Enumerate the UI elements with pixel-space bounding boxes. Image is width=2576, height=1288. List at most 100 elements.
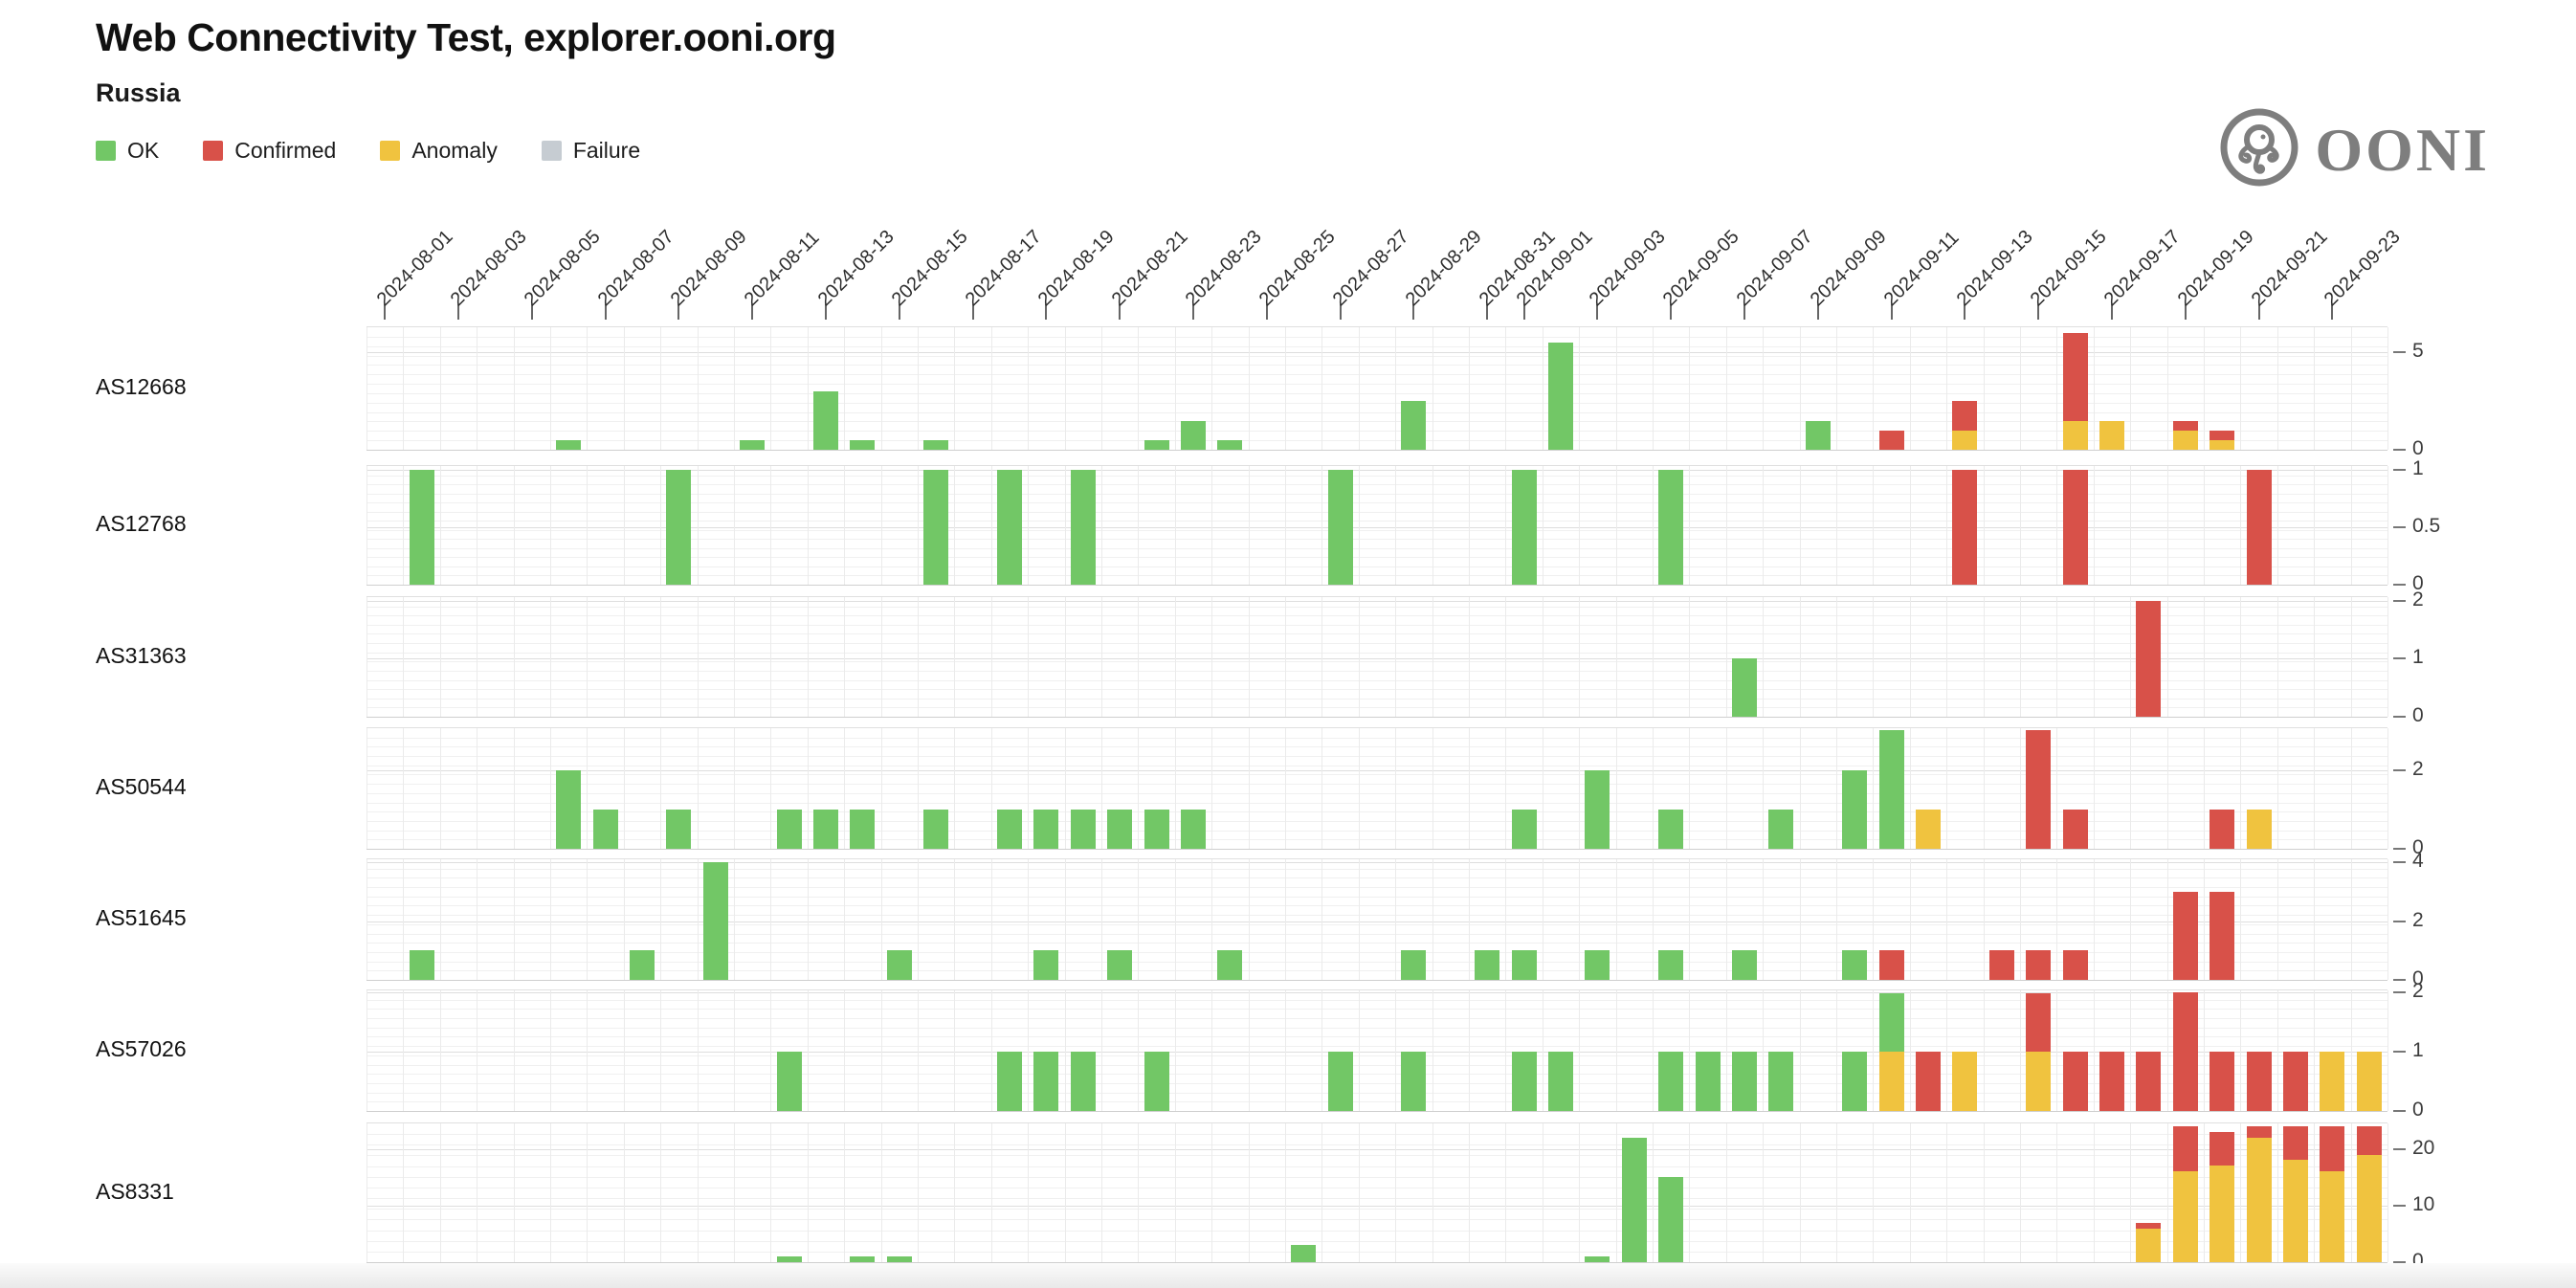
bar-AS50544-2024-09-16-confirmed[interactable] [2062,809,2088,849]
bar-AS50544-2024-09-12-anomaly[interactable] [1916,809,1941,849]
bar-AS12668-2024-09-13-confirmed[interactable] [1952,401,1978,431]
bar-AS12668-2024-08-16-ok[interactable] [923,439,949,450]
bar-AS50544-2024-09-21-anomaly[interactable] [2246,809,2272,849]
bar-AS8331-2024-09-23-anomaly[interactable] [2320,1171,2345,1262]
bar-AS57026-2024-09-10-ok[interactable] [1842,1052,1868,1111]
bar-AS12668-2024-08-14-ok[interactable] [850,439,876,450]
bar-AS57026-2024-09-22-confirmed[interactable] [2283,1052,2308,1111]
bar-AS12668-2024-08-23-ok[interactable] [1181,420,1206,450]
bar-AS57026-2024-09-15-anomaly[interactable] [2026,1052,2052,1111]
bar-AS57026-2024-08-20-ok[interactable] [1070,1052,1096,1111]
bar-AS51645-2024-09-14-confirmed[interactable] [1988,950,2014,980]
bar-AS8331-2024-08-12-ok[interactable] [776,1256,802,1262]
bar-AS12668-2024-08-11-ok[interactable] [740,439,766,450]
bar-AS50544-2024-08-13-ok[interactable] [813,809,838,849]
bar-AS12768-2024-08-02-ok[interactable] [409,469,434,585]
bar-AS57026-2024-09-11-anomaly[interactable] [1878,1052,1904,1111]
bar-AS12668-2024-08-22-ok[interactable] [1144,439,1169,450]
bar-AS31363-2024-09-07-ok[interactable] [1732,658,1757,717]
bar-AS50544-2024-08-19-ok[interactable] [1033,809,1059,849]
bar-AS12768-2024-09-16-confirmed[interactable] [2062,469,2088,585]
bar-AS8331-2024-09-21-confirmed[interactable] [2246,1125,2272,1138]
bar-AS12768-2024-08-09-ok[interactable] [666,469,692,585]
bar-AS12768-2024-08-27-ok[interactable] [1327,469,1353,585]
bar-AS57026-2024-08-27-ok[interactable] [1327,1052,1353,1111]
bar-AS50544-2024-09-01-ok[interactable] [1511,809,1537,849]
bar-AS50544-2024-08-23-ok[interactable] [1181,809,1206,849]
bar-AS12668-2024-09-20-confirmed[interactable] [2210,430,2235,440]
bar-AS8331-2024-09-18-confirmed[interactable] [2136,1222,2162,1229]
bar-AS8331-2024-09-19-anomaly[interactable] [2172,1171,2198,1262]
bar-AS50544-2024-09-03-ok[interactable] [1585,769,1610,849]
bar-AS12668-2024-09-19-confirmed[interactable] [2172,420,2198,431]
bar-AS8331-2024-08-26-ok[interactable] [1291,1245,1317,1262]
bar-AS8331-2024-08-14-ok[interactable] [850,1256,876,1262]
bar-AS12768-2024-08-16-ok[interactable] [923,469,949,585]
bar-AS51645-2024-09-16-confirmed[interactable] [2062,950,2088,980]
bar-AS51645-2024-08-29-ok[interactable] [1401,950,1427,980]
bar-AS51645-2024-09-15-confirmed[interactable] [2026,950,2052,980]
bar-AS50544-2024-08-12-ok[interactable] [776,809,802,849]
bar-AS12668-2024-09-09-ok[interactable] [1805,420,1831,450]
bar-AS57026-2024-09-19-confirmed[interactable] [2172,992,2198,1111]
bar-AS57026-2024-09-21-confirmed[interactable] [2246,1052,2272,1111]
bar-AS8331-2024-08-15-ok[interactable] [886,1256,912,1262]
bar-AS50544-2024-09-11-ok[interactable] [1878,730,1904,849]
bar-AS57026-2024-09-06-ok[interactable] [1695,1052,1721,1111]
bar-AS8331-2024-09-19-confirmed[interactable] [2172,1125,2198,1172]
bar-AS8331-2024-09-20-anomaly[interactable] [2210,1166,2235,1262]
bar-AS51645-2024-08-31-ok[interactable] [1475,950,1500,980]
bar-AS50544-2024-08-06-ok[interactable] [556,769,582,849]
bar-AS57026-2024-09-05-ok[interactable] [1658,1052,1684,1111]
bar-AS8331-2024-09-24-anomaly[interactable] [2356,1154,2382,1262]
bar-AS57026-2024-08-29-ok[interactable] [1401,1052,1427,1111]
bar-AS12768-2024-09-21-confirmed[interactable] [2246,469,2272,585]
bar-AS8331-2024-09-22-confirmed[interactable] [2283,1125,2308,1161]
bar-AS50544-2024-09-08-ok[interactable] [1768,809,1794,849]
bar-AS50544-2024-08-21-ok[interactable] [1107,809,1133,849]
bar-AS12668-2024-08-24-ok[interactable] [1217,439,1243,450]
bar-AS8331-2024-09-04-ok[interactable] [1621,1137,1647,1262]
bar-AS12768-2024-09-13-confirmed[interactable] [1952,469,1978,585]
bar-AS51645-2024-08-02-ok[interactable] [409,950,434,980]
bar-AS8331-2024-09-03-ok[interactable] [1585,1256,1610,1262]
bar-AS8331-2024-09-24-confirmed[interactable] [2356,1125,2382,1155]
bar-AS57026-2024-09-13-anomaly[interactable] [1952,1052,1978,1111]
bar-AS57026-2024-09-17-confirmed[interactable] [2099,1052,2124,1111]
bar-AS57026-2024-08-19-ok[interactable] [1033,1052,1059,1111]
bar-AS51645-2024-09-01-ok[interactable] [1511,950,1537,980]
bar-AS51645-2024-08-10-ok[interactable] [702,862,728,980]
bar-AS51645-2024-09-19-confirmed[interactable] [2172,891,2198,980]
bar-AS57026-2024-08-22-ok[interactable] [1144,1052,1169,1111]
bar-AS57026-2024-09-11-ok[interactable] [1878,992,1904,1053]
bar-AS12668-2024-09-11-confirmed[interactable] [1878,430,1904,450]
bar-AS57026-2024-09-01-ok[interactable] [1511,1052,1537,1111]
bar-AS57026-2024-09-23-anomaly[interactable] [2320,1052,2345,1111]
bar-AS12668-2024-09-19-anomaly[interactable] [2172,430,2198,450]
bar-AS12668-2024-09-13-anomaly[interactable] [1952,430,1978,450]
bar-AS50544-2024-09-05-ok[interactable] [1658,809,1684,849]
bar-AS51645-2024-09-07-ok[interactable] [1732,950,1757,980]
bar-AS12668-2024-09-17-anomaly[interactable] [2099,420,2124,450]
bar-AS50544-2024-08-16-ok[interactable] [923,809,949,849]
bar-AS51645-2024-08-24-ok[interactable] [1217,950,1243,980]
bar-AS50544-2024-09-20-confirmed[interactable] [2210,809,2235,849]
bar-AS12768-2024-09-01-ok[interactable] [1511,469,1537,585]
bar-AS12668-2024-09-16-confirmed[interactable] [2062,333,2088,421]
bar-AS50544-2024-08-22-ok[interactable] [1144,809,1169,849]
bar-AS8331-2024-09-05-ok[interactable] [1658,1177,1684,1262]
bar-AS51645-2024-08-21-ok[interactable] [1107,950,1133,980]
bar-AS8331-2024-09-23-confirmed[interactable] [2320,1125,2345,1172]
bar-AS8331-2024-09-20-confirmed[interactable] [2210,1131,2235,1166]
bar-AS12668-2024-08-13-ok[interactable] [813,391,838,450]
bar-AS31363-2024-09-18-confirmed[interactable] [2136,600,2162,717]
bar-AS57026-2024-09-24-anomaly[interactable] [2356,1052,2382,1111]
bar-AS50544-2024-08-14-ok[interactable] [850,809,876,849]
bar-AS51645-2024-09-11-confirmed[interactable] [1878,950,1904,980]
bar-AS51645-2024-08-19-ok[interactable] [1033,950,1059,980]
bar-AS12768-2024-08-18-ok[interactable] [997,469,1022,585]
bar-AS12768-2024-09-05-ok[interactable] [1658,469,1684,585]
bar-AS50544-2024-08-18-ok[interactable] [997,809,1022,849]
bar-AS57026-2024-09-18-confirmed[interactable] [2136,1052,2162,1111]
bar-AS51645-2024-09-03-ok[interactable] [1585,950,1610,980]
